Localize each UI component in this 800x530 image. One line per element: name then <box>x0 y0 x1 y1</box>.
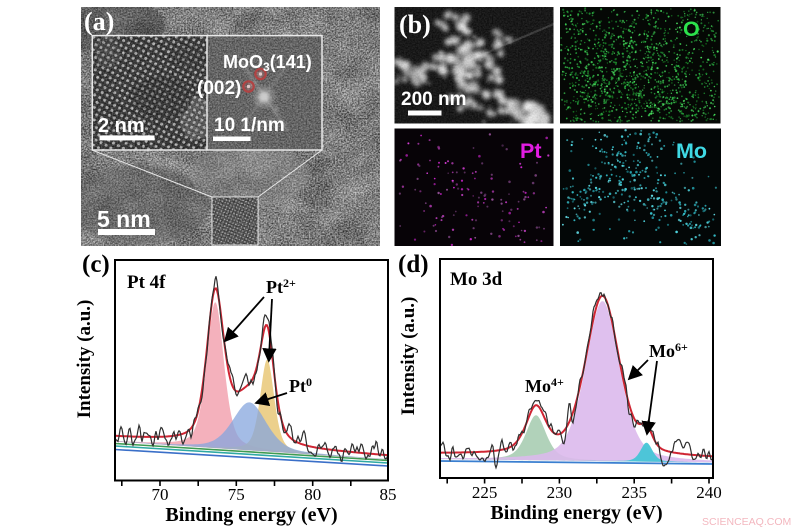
svg-text:200 nm: 200 nm <box>401 89 466 110</box>
svg-text:5 nm: 5 nm <box>97 206 151 232</box>
svg-text:Pt: Pt <box>520 139 542 163</box>
svg-text:Mo6+: Mo6+ <box>649 340 688 361</box>
svg-text:235: 235 <box>621 483 647 502</box>
svg-text:MoO3(141): MoO3(141) <box>223 52 312 74</box>
svg-text:75: 75 <box>228 485 245 504</box>
svg-text:Binding energy (eV): Binding energy (eV) <box>490 502 662 524</box>
svg-text:SCIENCEAQ.COM: SCIENCEAQ.COM <box>702 516 791 528</box>
svg-text:(a): (a) <box>84 7 114 36</box>
svg-text:Intensity (a.u.): Intensity (a.u.) <box>74 300 95 419</box>
svg-text:Pt 4f: Pt 4f <box>127 272 166 293</box>
svg-text:85: 85 <box>380 485 397 504</box>
svg-text:(d): (d) <box>398 251 429 278</box>
svg-text:80: 80 <box>304 485 321 504</box>
svg-text:Binding energy (eV): Binding energy (eV) <box>165 504 337 526</box>
svg-text:2 nm: 2 nm <box>98 115 145 137</box>
svg-text:Mo 3d: Mo 3d <box>450 269 503 290</box>
svg-text:225: 225 <box>472 483 498 502</box>
svg-text:O: O <box>683 17 700 41</box>
svg-text:(002): (002) <box>197 78 241 99</box>
svg-text:240: 240 <box>696 483 722 502</box>
svg-text:10 1/nm: 10 1/nm <box>214 115 285 136</box>
svg-text:Mo: Mo <box>676 139 707 163</box>
svg-text:70: 70 <box>152 485 169 504</box>
svg-text:Pt2+: Pt2+ <box>266 276 296 297</box>
svg-text:Pt0: Pt0 <box>289 375 312 396</box>
svg-text:230: 230 <box>547 483 573 502</box>
svg-text:(c): (c) <box>82 251 110 278</box>
svg-text:Mo4+: Mo4+ <box>525 375 564 396</box>
svg-text:(b): (b) <box>399 10 431 39</box>
svg-text:Intensity (a.u.): Intensity (a.u.) <box>398 297 419 416</box>
